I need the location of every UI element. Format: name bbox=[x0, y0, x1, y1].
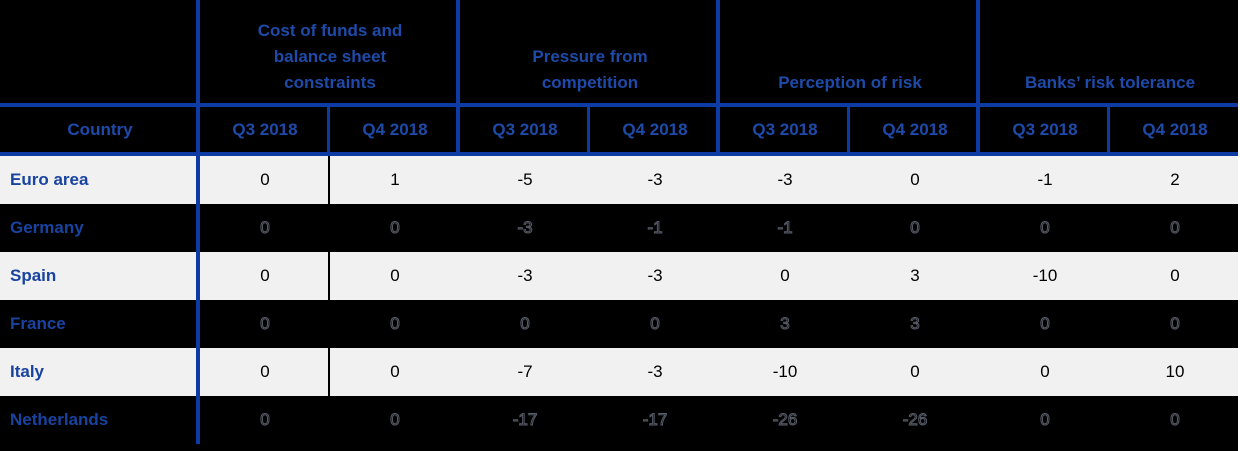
value-cell: 0 bbox=[520, 314, 530, 334]
country-cell: Euro area bbox=[10, 170, 89, 189]
group-divider-line bbox=[716, 0, 720, 156]
value-cell: -3 bbox=[647, 266, 663, 285]
value-cell: 0 bbox=[260, 410, 270, 430]
value-cell: 0 bbox=[910, 218, 920, 238]
value-cell: -17 bbox=[642, 410, 668, 430]
value-cell: 2 bbox=[1170, 170, 1180, 189]
value-cell: -26 bbox=[772, 410, 798, 430]
value-cell: 0 bbox=[260, 266, 270, 285]
value-cell: 0 bbox=[390, 218, 400, 238]
value-cell: 0 bbox=[910, 362, 920, 381]
value-cell: -3 bbox=[647, 170, 663, 189]
value-cell: 0 bbox=[1170, 314, 1180, 334]
country-cell: Germany bbox=[10, 218, 84, 237]
column-group-banks-risk-tolerance: Banks’ risk tolerance bbox=[1024, 73, 1196, 92]
value-cell: -3 bbox=[777, 170, 793, 189]
country-cell: France bbox=[10, 314, 66, 333]
value-cell: 0 bbox=[910, 170, 920, 189]
group-divider-line bbox=[456, 0, 460, 156]
value-cell: 0 bbox=[260, 314, 270, 334]
value-cell: 3 bbox=[780, 314, 790, 334]
value-cell: -17 bbox=[512, 410, 538, 430]
value-cell: 0 bbox=[650, 314, 660, 334]
group-divider-line bbox=[976, 0, 980, 156]
value-cell: -10 bbox=[772, 362, 798, 381]
value-cell: 0 bbox=[260, 218, 270, 238]
value-cell: 0 bbox=[1040, 410, 1050, 430]
quarter-divider-line bbox=[327, 103, 330, 156]
value-cell: -5 bbox=[517, 170, 533, 189]
subheader-q4-risk: Q4 2018 bbox=[882, 119, 948, 139]
column-group-header-row: Cost of funds and balance sheet constrai… bbox=[0, 0, 1240, 103]
value-cell: 0 bbox=[1040, 362, 1050, 381]
value-cell: 0 bbox=[1170, 410, 1180, 430]
quarter-divider-line bbox=[1107, 103, 1110, 156]
subheader-q3-risk: Q3 2018 bbox=[752, 119, 818, 139]
right-edge-strip bbox=[1238, 0, 1240, 451]
bottom-border-bar bbox=[0, 444, 1240, 451]
country-column-divider-line bbox=[196, 0, 200, 444]
quarter-divider-line bbox=[587, 103, 590, 156]
value-cell: -26 bbox=[902, 410, 928, 430]
value-cell: 10 bbox=[1165, 362, 1185, 381]
table-row-italy: Italy 0 0 -7 -3 -10 0 0 10 bbox=[0, 348, 1240, 396]
header-divider-line bbox=[0, 103, 1240, 107]
value-cell: -3 bbox=[517, 266, 533, 285]
subheader-q4-tolerance: Q4 2018 bbox=[1142, 119, 1208, 139]
subheader-q4-competition: Q4 2018 bbox=[622, 119, 688, 139]
value-cell: 0 bbox=[390, 314, 400, 334]
subheader-q4-cost: Q4 2018 bbox=[362, 119, 428, 139]
table-row-france: France 0 0 0 0 3 3 0 0 bbox=[0, 300, 1240, 348]
value-cell: 0 bbox=[390, 362, 400, 381]
value-cell: -1 bbox=[777, 218, 793, 238]
value-cell: 0 bbox=[780, 266, 790, 285]
table-row-netherlands: Netherlands 0 0 -17 -17 -26 -26 0 0 bbox=[0, 396, 1240, 444]
value-cell: -3 bbox=[517, 218, 533, 238]
quarter-divider-line bbox=[847, 103, 850, 156]
value-cell: -7 bbox=[517, 362, 533, 381]
body-column-divider-line bbox=[328, 156, 330, 444]
column-group-cost-of-funds: Cost of funds and balance sheet constrai… bbox=[257, 21, 403, 92]
value-cell: -1 bbox=[1037, 170, 1053, 189]
subheader-row: Country Q3 2018 Q4 2018 Q3 2018 Q4 2018 … bbox=[0, 107, 1240, 152]
value-cell: 0 bbox=[260, 170, 270, 189]
value-cell: 0 bbox=[390, 410, 400, 430]
subheader-q3-cost: Q3 2018 bbox=[232, 119, 298, 139]
value-cell: 0 bbox=[1170, 266, 1180, 285]
value-cell: -3 bbox=[647, 362, 663, 381]
subheader-q3-tolerance: Q3 2018 bbox=[1012, 119, 1078, 139]
value-cell: 0 bbox=[1040, 314, 1050, 334]
column-group-perception-of-risk: Perception of risk bbox=[778, 73, 922, 92]
value-cell: 0 bbox=[1040, 218, 1050, 238]
table-row-euro-area: Euro area 0 1 -5 -3 -3 0 -1 2 bbox=[0, 156, 1240, 204]
country-cell: Spain bbox=[10, 266, 57, 285]
value-cell: 0 bbox=[260, 362, 270, 381]
value-cell: -1 bbox=[647, 218, 663, 238]
value-cell: 0 bbox=[1170, 218, 1180, 238]
subheader-q3-competition: Q3 2018 bbox=[492, 119, 558, 139]
subheader-divider-line bbox=[0, 152, 1240, 156]
table-row-spain: Spain 0 0 -3 -3 0 3 -10 0 bbox=[0, 252, 1240, 300]
value-cell: -10 bbox=[1032, 266, 1058, 285]
value-cell: 3 bbox=[910, 266, 920, 285]
value-cell: 1 bbox=[390, 170, 400, 189]
country-column-header: Country bbox=[67, 119, 133, 139]
value-cell: 3 bbox=[910, 314, 920, 334]
country-cell: Italy bbox=[10, 362, 45, 381]
country-cell: Netherlands bbox=[10, 410, 109, 429]
table-row-germany: Germany 0 0 -3 -1 -1 0 0 0 bbox=[0, 204, 1240, 252]
value-cell: 0 bbox=[390, 266, 400, 285]
column-group-pressure-competition: Pressure from competition bbox=[532, 47, 648, 92]
